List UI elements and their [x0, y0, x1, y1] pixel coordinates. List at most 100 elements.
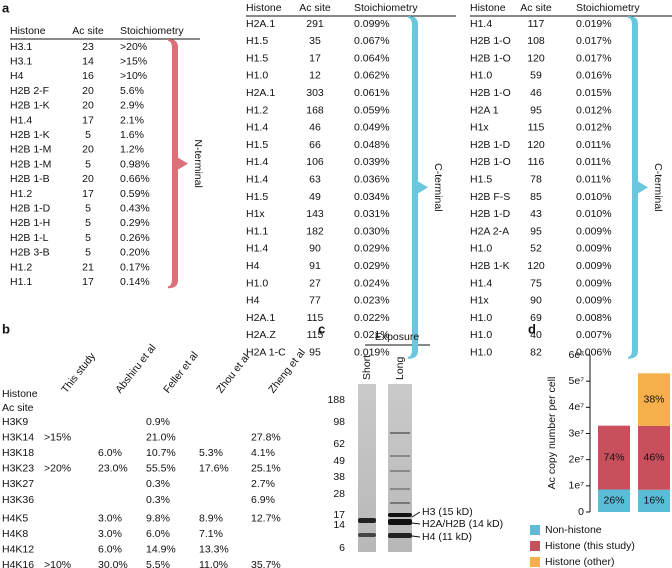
- table-cell: >15%: [120, 55, 147, 67]
- panel-label: a: [2, 0, 10, 15]
- table-cell: 20: [82, 85, 94, 97]
- table-cell: 27.8%: [251, 431, 281, 443]
- table-cell: H1.5: [246, 35, 268, 47]
- table-cell: 25.1%: [251, 463, 281, 475]
- table-cell: 91: [309, 260, 321, 272]
- legend-swatch: [530, 541, 540, 551]
- table-cell: 0.064%: [354, 52, 390, 64]
- gel-title: Exposure: [375, 331, 420, 343]
- table-cell: 2.9%: [120, 100, 144, 112]
- legend-label: Histone (other): [545, 556, 614, 568]
- row-label: H3K9: [2, 416, 28, 428]
- table-cell: H2B 2-F: [10, 85, 49, 97]
- table-cell: 0.022%: [354, 312, 390, 324]
- table-cell: H4: [10, 70, 24, 82]
- bracket-label: C-terminal: [652, 163, 664, 211]
- table-cell: H3.1: [10, 41, 32, 53]
- bar-segment: [598, 489, 630, 512]
- band-label: H3 (15 kD): [422, 506, 473, 518]
- table-cell: 0.009%: [576, 277, 612, 289]
- gel-band: [390, 455, 410, 457]
- lane-label: Short: [361, 355, 373, 380]
- marker-label: 49: [333, 455, 345, 467]
- table-cell: 2.1%: [120, 114, 144, 126]
- band-pointer: [411, 535, 421, 538]
- table-cell: 0.009%: [576, 243, 612, 255]
- table-cell: H2B 1-H: [10, 217, 50, 229]
- bracket: [168, 39, 188, 289]
- band-label: H2A/H2B (14 kD): [422, 518, 503, 530]
- table-cell: 63: [309, 173, 321, 185]
- table-cell: 90: [530, 295, 542, 307]
- column-header: Stoichiometry: [576, 2, 640, 14]
- gel-band: [390, 432, 410, 434]
- share-label: 46%: [643, 452, 664, 464]
- table-cell: 0.023%: [354, 295, 390, 307]
- table-cell: H1.2: [10, 188, 32, 200]
- table-cell: 0.009%: [576, 295, 612, 307]
- table-cell: 0.20%: [120, 247, 150, 259]
- column-header: Stoichiometry: [120, 25, 184, 37]
- table-cell: H1.4: [470, 18, 492, 30]
- table-cell: 0.006%: [576, 346, 612, 358]
- table-cell: 6.0%: [146, 528, 170, 540]
- table-cell: 0.015%: [576, 87, 612, 99]
- lane-label: Long: [394, 356, 406, 380]
- table-cell: 0.29%: [120, 217, 150, 229]
- table-cell: >10%: [120, 70, 147, 82]
- gel-band: [388, 533, 412, 538]
- column-header: Histone: [246, 2, 282, 14]
- y-tick-label: 2e⁷: [569, 453, 585, 465]
- row-label: H4K8: [2, 528, 28, 540]
- band-label: H4 (11 kD): [422, 531, 472, 543]
- table-cell: 0.98%: [120, 158, 150, 170]
- table-cell: 120: [527, 52, 545, 64]
- table-cell: 20: [82, 100, 94, 112]
- table-cell: 0.008%: [576, 312, 612, 324]
- table-cell: 5: [85, 232, 91, 244]
- table-cell: 17: [309, 52, 321, 64]
- panel-label: c: [318, 321, 325, 336]
- table-cell: 115: [528, 122, 545, 134]
- table-cell: 0.061%: [354, 87, 390, 99]
- table-cell: H1x: [470, 295, 489, 307]
- table-cell: H2A 1-C: [246, 346, 286, 358]
- row-header: Ac site: [2, 402, 34, 414]
- table-cell: 0.17%: [120, 261, 150, 273]
- y-tick-label: 1e⁷: [569, 480, 585, 492]
- bar-segment: [598, 425, 630, 490]
- gel-band: [390, 502, 410, 504]
- table-cell: H2B 1-K: [10, 129, 50, 141]
- share-label: 26%: [603, 495, 624, 507]
- table-cell: H4: [246, 260, 260, 272]
- table-cell: H2A 2-A: [470, 225, 509, 237]
- table-cell: 77: [309, 295, 321, 307]
- table-cell: H2A.1: [246, 87, 275, 99]
- table-cell: 14.9%: [146, 544, 176, 556]
- column-header: Stoichiometry: [354, 2, 418, 14]
- column-header: Ac site: [520, 2, 552, 14]
- table-cell: H1.0: [246, 277, 268, 289]
- table-cell: H1.0: [246, 70, 268, 82]
- table-cell: 0.031%: [354, 208, 390, 220]
- table-cell: 52: [530, 243, 542, 255]
- table-cell: 0.010%: [576, 208, 612, 220]
- table-cell: H2B 1-D: [10, 202, 51, 214]
- row-label: H3K18: [2, 447, 34, 459]
- gel-lane: [388, 384, 412, 552]
- bracket-label: N-terminal: [192, 139, 204, 187]
- table-cell: 3.0%: [98, 512, 122, 524]
- gel-lane: [358, 384, 376, 552]
- table-cell: H2B 1-O: [470, 156, 511, 168]
- row-label: H4K5: [2, 512, 28, 524]
- marker-label: 98: [333, 416, 345, 428]
- table-cell: 0.009%: [576, 260, 612, 272]
- table-cell: H1.5: [246, 52, 268, 64]
- table-cell: H1x: [470, 122, 489, 134]
- column-header: Feller et al: [161, 350, 201, 396]
- table-cell: H2B 1-O: [470, 52, 511, 64]
- bracket: [408, 16, 428, 359]
- table-cell: 5.5%: [146, 559, 170, 568]
- gel-band: [358, 518, 376, 523]
